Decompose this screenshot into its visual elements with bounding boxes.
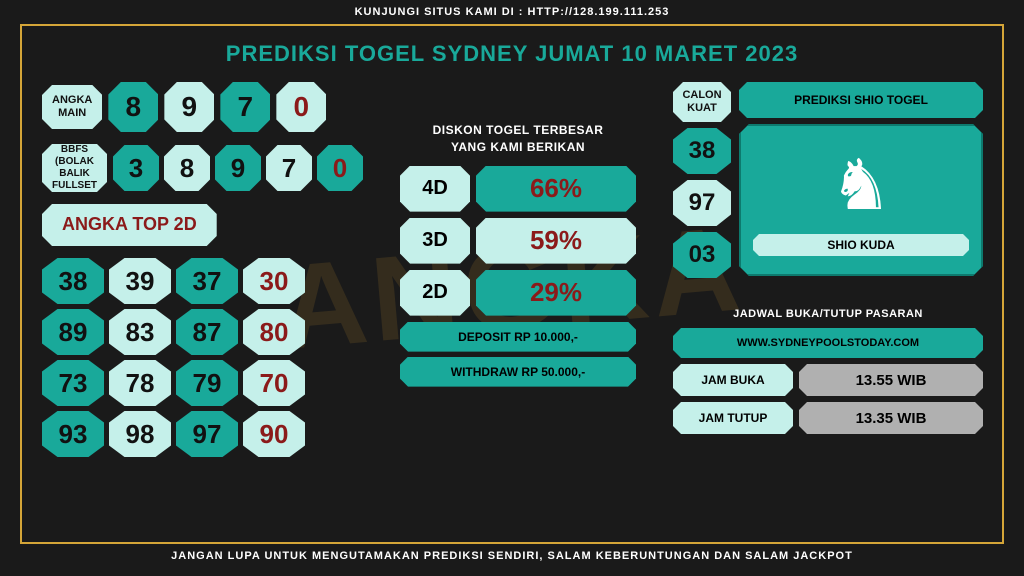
number-cell: 90 (243, 411, 305, 457)
close-val: 13.35 WIB (799, 402, 983, 434)
number-cell: 39 (109, 258, 171, 304)
number-cell: 7 (266, 145, 312, 191)
discount-row: 3D59% (378, 218, 658, 264)
shio-name: SHIO KUDA (753, 234, 969, 256)
number-cell: 37 (176, 258, 238, 304)
open-label: JAM BUKA (673, 364, 793, 396)
calon-number: 97 (673, 180, 731, 226)
number-cell: 0 (276, 82, 326, 132)
top2d-grid: 38393730 89838780 73787970 93989790 (42, 258, 363, 457)
discount-row: 4D66% (378, 166, 658, 212)
number-cell: 3 (113, 145, 159, 191)
calon-label: CALON KUAT (673, 82, 731, 122)
top2d-label: ANGKA TOP 2D (42, 204, 217, 246)
sched-site: WWW.SYDNEYPOOLSTODAY.COM (673, 328, 983, 358)
number-cell: 93 (42, 411, 104, 457)
number-cell: 38 (42, 258, 104, 304)
number-cell: 73 (42, 360, 104, 406)
discount-row: 2D29% (378, 270, 658, 316)
discount-value: 66% (476, 166, 636, 212)
number-cell: 7 (220, 82, 270, 132)
top-bar: KUNJUNGI SITUS KAMI DI : HTTP://128.199.… (0, 0, 1024, 24)
number-cell: 83 (109, 309, 171, 355)
number-cell: 30 (243, 258, 305, 304)
main-frame: PREDIKSI TOGEL SYDNEY JUMAT 10 MARET 202… (20, 24, 1004, 544)
left-column: ANGKA MAIN 8970 ANGKA BBFS (BOLAK BALIK … (42, 82, 363, 457)
calon-number: 03 (673, 232, 731, 278)
number-cell: 9 (164, 82, 214, 132)
number-cell: 8 (108, 82, 158, 132)
discount-value: 29% (476, 270, 636, 316)
number-cell: 78 (109, 360, 171, 406)
angka-bbfs-row: ANGKA BBFS (BOLAK BALIK FULLSET ) 38970 (42, 144, 363, 192)
angka-main-row: ANGKA MAIN 8970 (42, 82, 363, 132)
discount-label: 3D (400, 218, 470, 264)
number-cell: 97 (176, 411, 238, 457)
diskon-header: DISKON TOGEL TERBESAR YANG KAMI BERIKAN (378, 122, 658, 156)
discount-value: 59% (476, 218, 636, 264)
withdraw-bar: WITHDRAW RP 50.000,- (400, 357, 636, 387)
bottom-bar: JANGAN LUPA UNTUK MENGUTAMAKAN PREDIKSI … (0, 544, 1024, 568)
discount-label: 4D (400, 166, 470, 212)
sched-title: JADWAL BUKA/TUTUP PASARAN (673, 308, 983, 320)
number-cell: 79 (176, 360, 238, 406)
number-cell: 0 (317, 145, 363, 191)
number-cell: 9 (215, 145, 261, 191)
number-cell: 8 (164, 145, 210, 191)
number-cell: 87 (176, 309, 238, 355)
number-cell: 89 (42, 309, 104, 355)
shio-image-box: ♞ SHIO KUDA (739, 124, 983, 276)
deposit-bar: DEPOSIT RP 10.000,- (400, 322, 636, 352)
horse-icon: ♞ (830, 144, 893, 226)
shio-title: PREDIKSI SHIO TOGEL (739, 82, 983, 118)
calon-number: 38 (673, 128, 731, 174)
right-column: CALON KUAT 38 97 03 PREDIKSI SHIO TOGEL ♞ … (673, 82, 983, 457)
number-cell: 98 (109, 411, 171, 457)
middle-column: DISKON TOGEL TERBESAR YANG KAMI BERIKAN … (378, 82, 658, 457)
page-title: PREDIKSI TOGEL SYDNEY JUMAT 10 MARET 202… (42, 41, 982, 67)
number-cell: 80 (243, 309, 305, 355)
angka-main-label: ANGKA MAIN (42, 85, 102, 129)
number-cell: 70 (243, 360, 305, 406)
open-val: 13.55 WIB (799, 364, 983, 396)
angka-bbfs-label: ANGKA BBFS (BOLAK BALIK FULLSET ) (42, 144, 107, 192)
discount-label: 2D (400, 270, 470, 316)
close-label: JAM TUTUP (673, 402, 793, 434)
